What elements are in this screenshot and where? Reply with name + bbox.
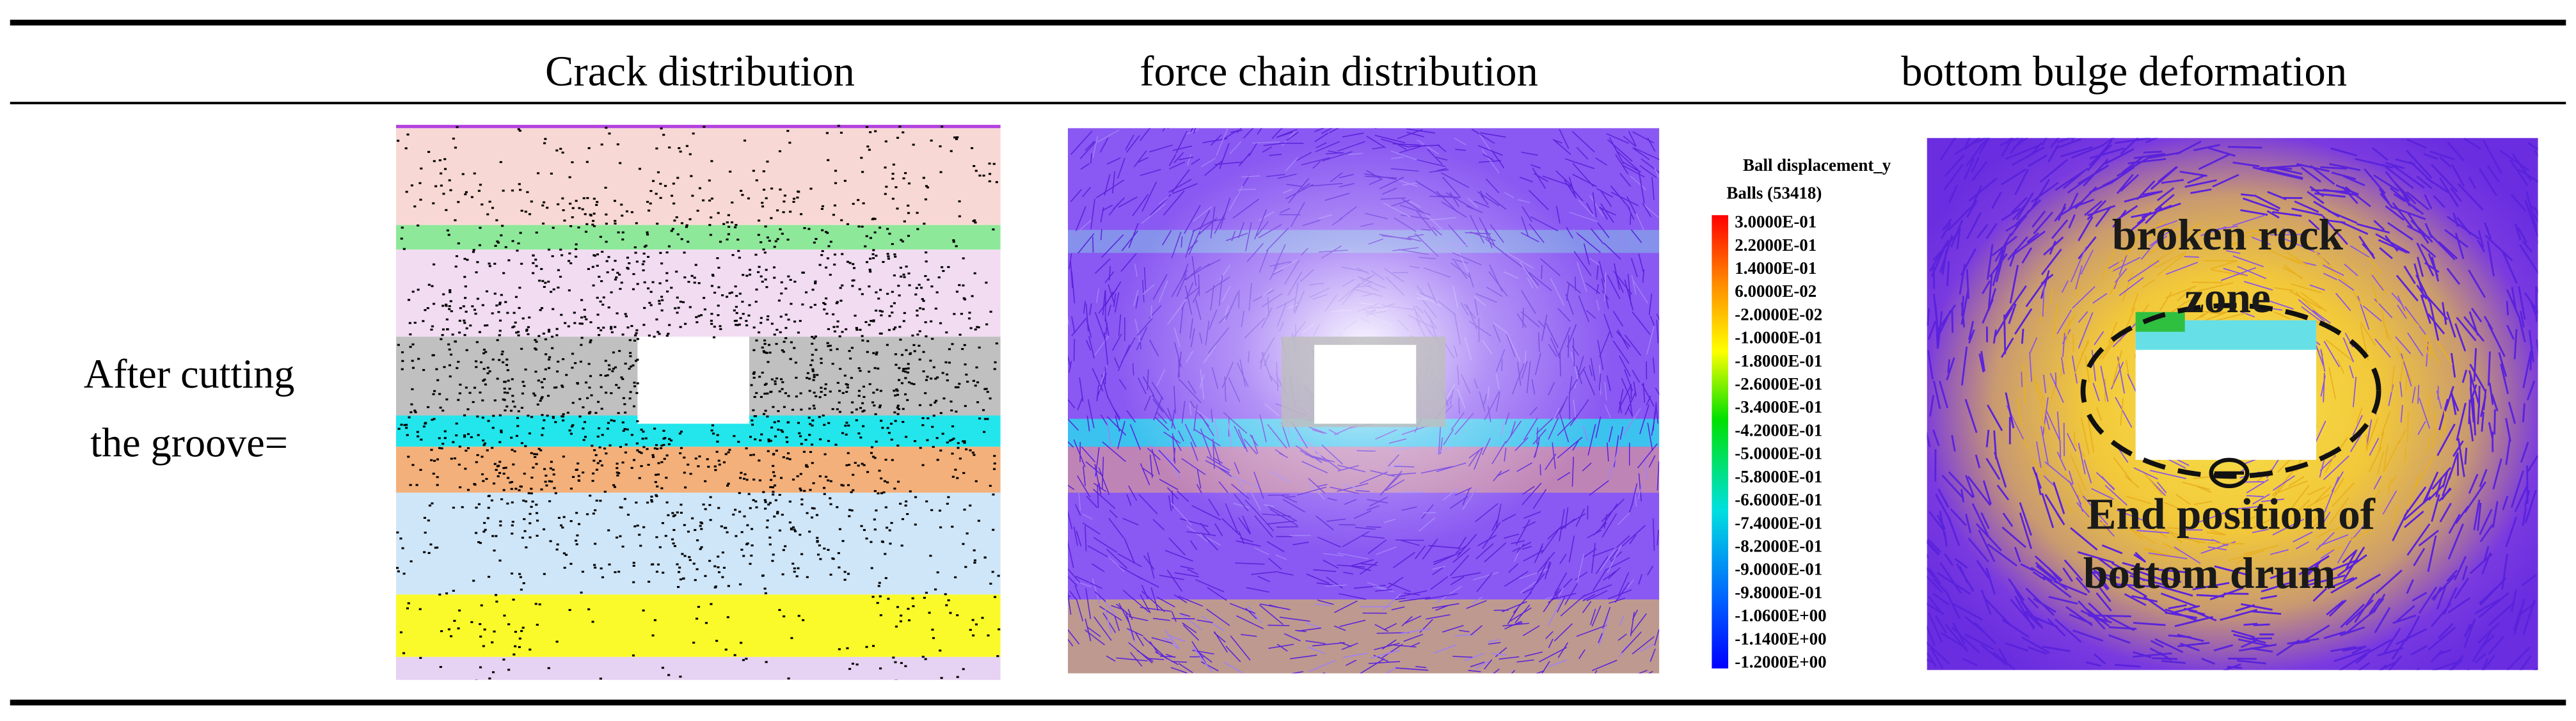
legend-title: Ball displacement_y (1743, 155, 1891, 175)
legend-subtitle: Balls (53418) (1726, 184, 1822, 203)
legend-value: -7.4000E-01 (1735, 513, 1822, 532)
legend-value: 6.0000E-02 (1735, 281, 1817, 301)
legend-value: -1.1400E+00 (1735, 629, 1826, 648)
crack-dots (396, 125, 1001, 680)
legend-value: -9.8000E-01 (1735, 583, 1822, 602)
legend-value: -1.2000E+00 (1735, 653, 1826, 672)
column-header: Crack distribution (545, 48, 855, 95)
top-rule (10, 19, 2566, 26)
annotation: broken rock (2112, 210, 2344, 259)
annotation: bottom drum (2083, 548, 2336, 598)
drum-marker (2209, 457, 2250, 489)
legend-value: -3.4000E-01 (1735, 397, 1822, 416)
crack-panel (396, 125, 1001, 680)
annotation: End position of (2087, 489, 2376, 539)
legend-value: -5.0000E-01 (1735, 444, 1822, 463)
legend-value: -1.8000E-01 (1735, 351, 1822, 370)
legend-value: 2.2000E-01 (1735, 235, 1817, 255)
legend-value: 1.4000E-01 (1735, 258, 1817, 278)
legend-value: -2.0000E-02 (1735, 305, 1822, 324)
legend-value: 3.0000E-01 (1735, 212, 1817, 232)
row-label: After cutting (84, 351, 295, 397)
legend-value: -2.6000E-01 (1735, 374, 1822, 393)
legend-value: -9.0000E-01 (1735, 560, 1822, 579)
legend-value: -5.8000E-01 (1735, 467, 1822, 486)
color-legend: Ball displacement_y Balls (53418) 3.0000… (1712, 155, 1891, 672)
annotation: zone (2184, 273, 2271, 322)
row-label: the groove= (90, 420, 288, 466)
column-header: bottom bulge deformation (1901, 48, 2347, 95)
bulge-panel (1927, 138, 2538, 670)
legend-value: -6.6000E-01 (1735, 490, 1822, 509)
zone-outline (2080, 303, 2381, 479)
bottom-rule (10, 699, 2566, 706)
mid-rule (10, 102, 2566, 105)
legend-value: -1.0600E+00 (1735, 606, 1826, 625)
legend-value: -8.2000E-01 (1735, 537, 1822, 556)
force-chain-panel (1067, 128, 1660, 674)
column-header: force chain distribution (1140, 48, 1538, 95)
color-bar (1712, 215, 1729, 669)
legend-value: -1.0000E-01 (1735, 328, 1822, 347)
legend-value: -4.2000E-01 (1735, 420, 1822, 440)
